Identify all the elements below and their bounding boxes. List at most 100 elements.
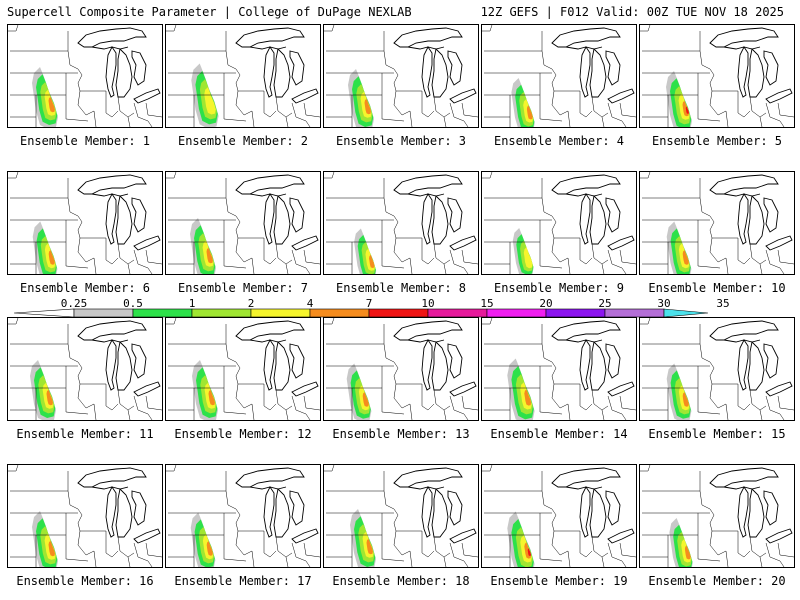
great-lakes-coastline [131,490,147,526]
state-boundary [324,318,335,325]
ensemble-member-label-9: Ensemble Member: 9 [493,281,625,295]
map-12 [166,318,320,420]
map-16 [8,465,162,567]
state-boundary [449,542,469,567]
great-lakes-coastline [133,528,161,544]
great-lakes-coastline [273,195,291,245]
great-lakes-coastline [289,197,305,233]
great-lakes-coastline [431,341,449,391]
map-2 [166,25,320,127]
state-boundary [737,531,751,558]
state-boundary [225,50,264,92]
great-lakes-coastline [393,174,463,195]
ensemble-member-label-17: Ensemble Member: 17 [174,574,312,588]
state-boundary [607,395,627,420]
state-boundary [443,263,447,274]
state-boundary [223,265,247,269]
ensemble-member-label-5: Ensemble Member: 5 [651,134,783,148]
great-lakes-coastline [249,46,287,50]
state-boundary [749,389,767,411]
state-boundary [541,490,580,532]
great-lakes-coastline [131,197,147,233]
state-boundary [759,116,763,127]
great-lakes-coastline [273,48,291,98]
great-lakes-coastline [447,343,463,379]
colorbar-swatch-2 [191,308,252,318]
state-boundary [482,172,493,179]
ensemble-map-panel-5 [639,24,795,128]
state-boundary [433,536,451,558]
state-boundary [263,91,277,118]
state-boundary [145,102,162,118]
state-boundary [105,91,119,118]
state-boundary [709,383,729,420]
state-boundary [482,25,493,32]
state-boundary [539,118,563,122]
great-lakes-coastline [747,195,765,245]
state-boundary [601,556,605,567]
great-lakes-coastline [249,339,287,343]
state-boundary [579,238,593,265]
map-20 [640,465,794,567]
great-lakes-coastline [589,195,607,245]
state-boundary [539,411,563,415]
state-boundary [133,395,153,420]
state-boundary [263,531,277,558]
state-boundary [461,249,478,265]
state-boundary [235,90,255,127]
great-lakes-coastline [115,48,133,98]
state-boundary [235,237,255,274]
great-lakes-coastline [607,528,635,544]
great-lakes-coastline [447,490,463,526]
state-boundary [127,409,131,420]
ensemble-map-panel-4 [481,24,637,128]
state-boundary [77,90,97,127]
ensemble-member-label-12: Ensemble Member: 12 [174,427,312,441]
great-lakes-coastline [765,528,793,544]
ensemble-map-panel-13 [323,317,479,421]
state-boundary [166,172,177,179]
great-lakes-coastline [579,486,591,538]
state-boundary [105,384,119,411]
state-boundary [759,409,763,420]
great-lakes-coastline [105,486,117,538]
great-lakes-coastline [291,381,319,397]
scp-contour-4 [682,392,689,407]
great-lakes-coastline [551,467,621,488]
map-17 [166,465,320,567]
great-lakes-coastline [605,343,621,379]
great-lakes-coastline [551,320,621,341]
map-15 [640,318,794,420]
state-boundary [699,197,738,239]
ensemble-map-panel-2 [165,24,321,128]
state-boundary [421,531,435,558]
great-lakes-coastline [565,193,603,197]
great-lakes-coastline [115,195,133,245]
state-boundary [10,178,69,199]
state-boundary [263,238,277,265]
scp-contour-4 [206,247,213,264]
state-boundary [393,530,413,567]
ensemble-map-panel-17 [165,464,321,568]
great-lakes-coastline [449,88,477,104]
state-boundary [759,263,763,274]
state-boundary [145,542,162,558]
great-lakes-coastline [589,48,607,98]
ensemble-map-panel-12 [165,317,321,421]
state-boundary [127,263,131,274]
colorbar-tick-label: 2 [248,298,255,310]
state-boundary [539,558,563,562]
state-boundary [291,395,311,420]
ensemble-map-panel-10 [639,171,795,275]
state-boundary [709,90,729,127]
map-3 [324,25,478,127]
great-lakes-coastline [551,27,621,48]
state-boundary [117,389,135,411]
ensemble-member-label-19: Ensemble Member: 19 [490,574,628,588]
state-boundary [65,118,89,122]
state-boundary [285,409,289,420]
state-boundary [484,324,543,345]
state-boundary [223,411,247,415]
colorbar-tick-label: 0.5 [123,298,143,310]
state-boundary [65,411,89,415]
